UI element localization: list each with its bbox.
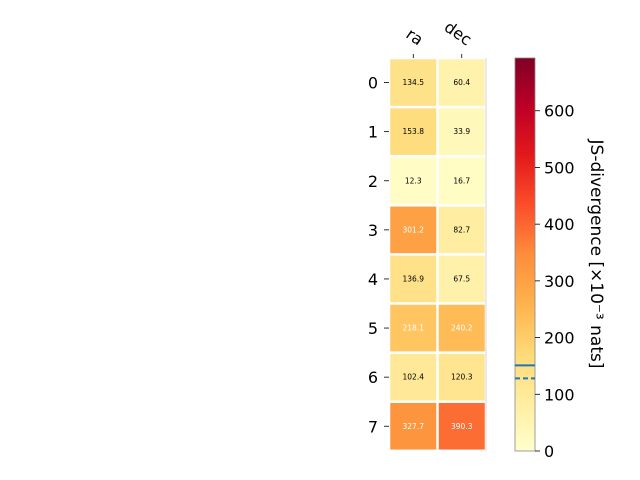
colorbar-tick-label: 200 xyxy=(544,329,575,348)
row-tick-label: 0 xyxy=(368,74,378,93)
cell-label: 120.3 xyxy=(451,373,473,382)
row-tick-label: 7 xyxy=(368,417,378,436)
row-tick-label: 2 xyxy=(368,172,378,191)
heatmap-cell xyxy=(390,304,437,352)
colorbar-tick-label: 300 xyxy=(544,272,575,291)
cell-label: 16.7 xyxy=(453,176,470,185)
column-tick-label: dec xyxy=(441,17,475,49)
heatmap-cell xyxy=(438,157,485,205)
cell-label: 33.9 xyxy=(453,127,470,136)
cell-label: 60.4 xyxy=(453,78,470,87)
heatmap-cell xyxy=(390,206,437,254)
cell-label: 327.7 xyxy=(403,422,425,431)
colorbar-tick-label: 500 xyxy=(544,158,575,177)
colorbar xyxy=(514,57,536,452)
row-tick-label: 1 xyxy=(368,123,378,142)
colorbar-tick-label: 400 xyxy=(544,215,575,234)
heatmap-cell xyxy=(438,206,485,254)
heatmap-cell xyxy=(390,59,437,106)
colorbar-gradient xyxy=(514,57,536,452)
cell-label: 301.2 xyxy=(403,225,425,234)
heatmap-cell xyxy=(438,353,485,401)
colorbar-reference-lines xyxy=(515,364,535,380)
heatmap-cell xyxy=(438,108,485,155)
cell-label: 153.8 xyxy=(403,127,425,136)
cell-label: 136.9 xyxy=(403,274,425,283)
heatmap-cell xyxy=(438,402,485,450)
heatmap-cell xyxy=(390,157,437,205)
heatmap-cell xyxy=(438,304,485,352)
row-tick-label: 4 xyxy=(368,270,378,289)
colorbar-tick-label: 0 xyxy=(544,442,554,461)
colorbar-tick-label: 600 xyxy=(544,102,575,121)
heatmap-cells: 134.5 60.4 153.8 33.9 12.3 16.7 301.2 82.7 136.9… xyxy=(390,58,487,451)
cell-label: 134.5 xyxy=(403,78,425,87)
heatmap-cell xyxy=(390,402,437,450)
row-tick-label: 3 xyxy=(368,221,378,240)
heatmap-cell xyxy=(390,255,437,303)
cell-label: 390.3 xyxy=(451,422,473,431)
cell-label: 240.2 xyxy=(451,324,473,333)
cell-label: 102.4 xyxy=(403,373,425,382)
cell-label: 12.3 xyxy=(405,176,422,185)
row-tick-label: 5 xyxy=(368,319,378,338)
colorbar-ticks: 0 100 200 300 400 500 600 xyxy=(535,102,575,461)
cell-label: 67.5 xyxy=(453,274,470,283)
heatmap-cell xyxy=(390,353,437,401)
row-tick-label: 6 xyxy=(368,368,378,387)
heatmap-cell xyxy=(438,255,485,303)
cell-label: 218.1 xyxy=(403,324,425,333)
cell-label: 82.7 xyxy=(453,225,470,234)
column-tick-label: ra xyxy=(403,24,427,49)
colorbar-label: JS-divergence [×10⁻³ nats] xyxy=(586,139,606,369)
heatmap-cell xyxy=(390,108,437,155)
heatmap-cell xyxy=(438,59,485,106)
colorbar-tick-label: 100 xyxy=(544,385,575,404)
